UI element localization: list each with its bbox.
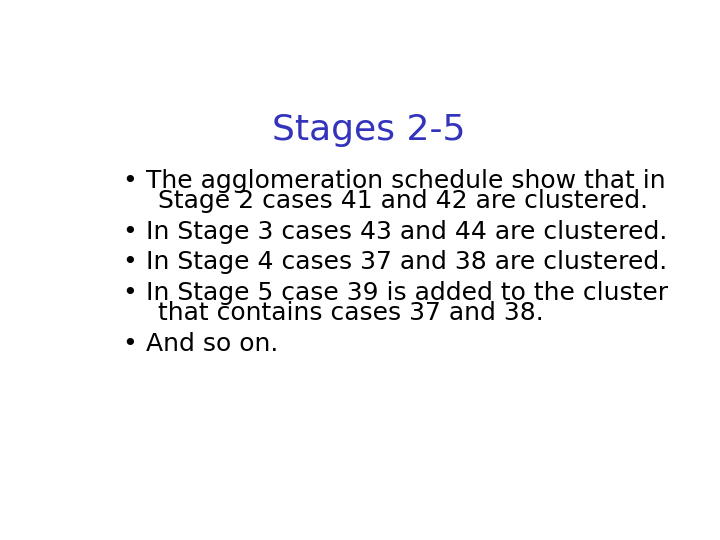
Text: In Stage 4 cases 37 and 38 are clustered.: In Stage 4 cases 37 and 38 are clustered… xyxy=(145,251,667,274)
Text: Stage 2 cases 41 and 42 are clustered.: Stage 2 cases 41 and 42 are clustered. xyxy=(158,189,648,213)
Text: The agglomeration schedule show that in: The agglomeration schedule show that in xyxy=(145,168,665,193)
Text: •: • xyxy=(122,168,138,193)
Text: In Stage 3 cases 43 and 44 are clustered.: In Stage 3 cases 43 and 44 are clustered… xyxy=(145,220,667,244)
Text: •: • xyxy=(122,281,138,305)
Text: that contains cases 37 and 38.: that contains cases 37 and 38. xyxy=(158,301,544,325)
Text: And so on.: And so on. xyxy=(145,332,278,356)
Text: •: • xyxy=(122,251,138,274)
Text: In Stage 5 case 39 is added to the cluster: In Stage 5 case 39 is added to the clust… xyxy=(145,281,668,305)
Text: Stages 2-5: Stages 2-5 xyxy=(272,112,466,146)
Text: •: • xyxy=(122,332,138,356)
Text: •: • xyxy=(122,220,138,244)
